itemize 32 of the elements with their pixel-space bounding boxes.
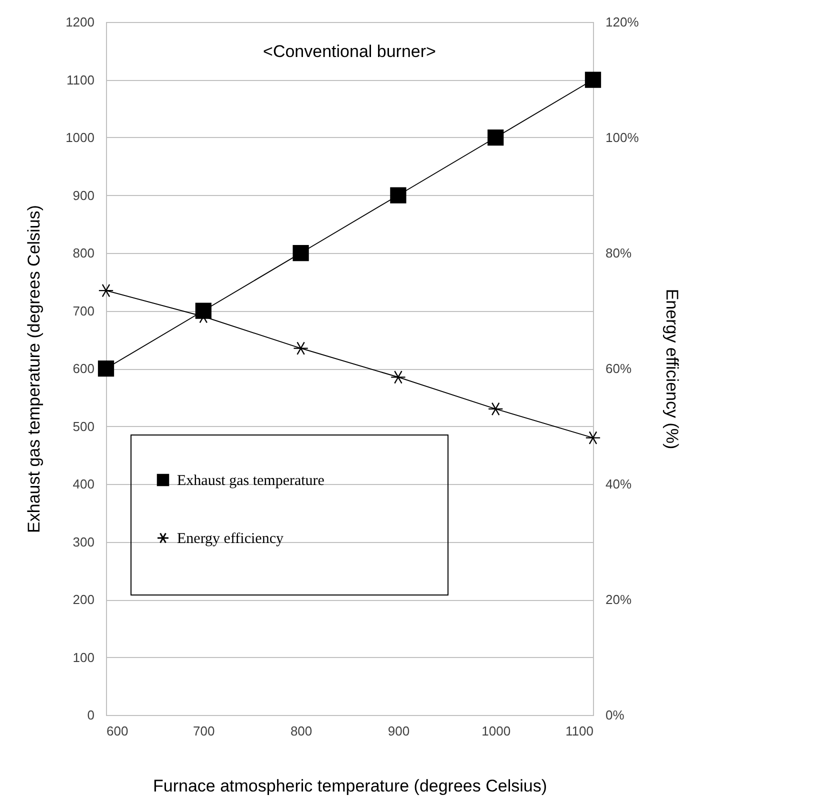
y-tick-label: 400 <box>72 476 94 492</box>
y-tick-label: 500 <box>72 418 94 434</box>
y2-tick-label: 100% <box>606 130 640 145</box>
annotation: <Conventional burner> <box>263 42 436 61</box>
y-tick-label: 0 <box>87 708 94 722</box>
y2-axis-title: Energy efficiency (%) <box>662 288 682 450</box>
y-tick-label: 900 <box>72 188 94 203</box>
y-tick-label: 1200 <box>66 14 94 30</box>
y-tick-label: 800 <box>72 246 94 260</box>
x-axis-title: Furnace atmospheric temperature (degrees Celsius) <box>152 776 548 796</box>
y2-tick-label: 80% <box>606 246 632 260</box>
x-tick-label: 700 <box>193 724 215 738</box>
y2-tick-label: 120% <box>606 14 640 30</box>
legend-label: Exhaust gas temperature <box>177 473 325 489</box>
x-tick-label: 800 <box>290 724 312 738</box>
x-tick-label: 900 <box>388 724 410 738</box>
y-tick-label: 300 <box>72 534 94 550</box>
y2-tick-label: 0% <box>606 708 625 722</box>
y-tick-label: 1100 <box>66 72 94 88</box>
y-tick-label: 700 <box>72 303 94 318</box>
y-axis-title: Exhaust gas temperature (degrees Celsius) <box>24 205 44 533</box>
x-tick-label: 1000 <box>482 724 511 738</box>
y2-tick-label: 20% <box>606 592 632 607</box>
y-tick-label: 600 <box>72 361 94 376</box>
y-tick-label: 100 <box>72 650 94 665</box>
x-tick-label: 1100 <box>566 724 594 738</box>
y2-tick-label: 60% <box>606 361 632 376</box>
x-tick-label: 600 <box>106 724 128 738</box>
legend-label: Energy efficiency <box>177 531 284 547</box>
y2-tick-label: 40% <box>606 476 632 492</box>
y-tick-label: 1000 <box>66 130 94 145</box>
y-tick-label: 200 <box>72 592 94 607</box>
